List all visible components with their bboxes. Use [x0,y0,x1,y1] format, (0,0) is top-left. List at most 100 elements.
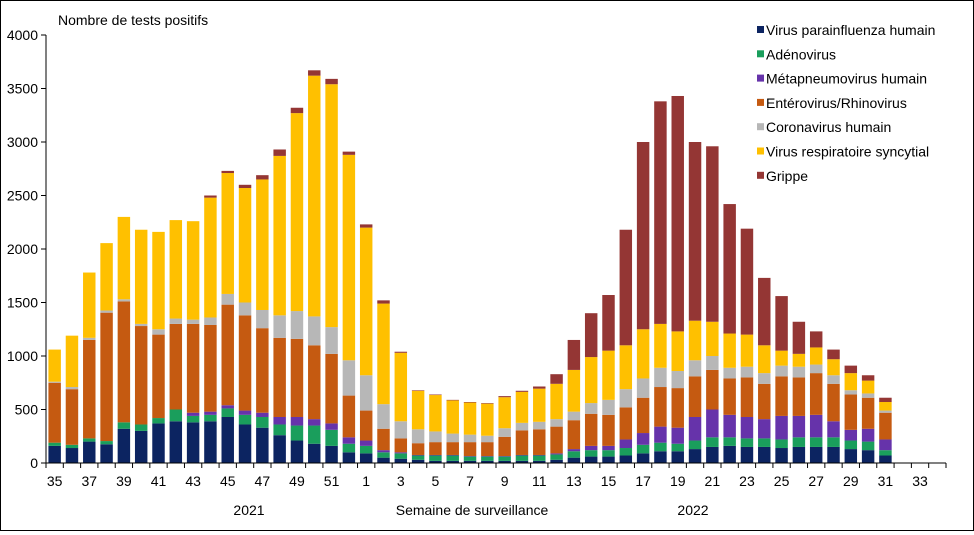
bar-segment [65,389,79,445]
bar-segment [117,428,131,463]
bar-segment [186,323,200,413]
bar-segment [186,319,200,324]
x-tick-label: 35 [47,473,63,489]
bar-segment [290,107,304,114]
bar-segment [879,402,892,411]
bar-segment [83,441,96,463]
bar-segment [169,220,183,319]
bar-segment [134,424,148,431]
bar-segment [861,375,875,381]
bar-segment [550,419,563,427]
bar-segment [48,349,61,382]
bar-segment [654,451,667,463]
bar-segment [117,301,131,423]
bar-segment [134,229,148,324]
bar-segment [238,188,252,303]
bar-segment [602,399,615,415]
bar-segment [619,455,633,463]
bar-segment [463,402,477,435]
bar-segment [688,320,702,361]
bar-segment [809,437,823,447]
bar-segment [238,414,252,425]
bar-segment [515,454,529,456]
bar-segment [792,366,806,378]
bar-segment [411,454,425,456]
bar-segment [827,349,840,360]
legend-swatch [757,26,764,33]
bar-segment [636,378,650,398]
bar-segment [394,351,408,353]
bar-segment [359,375,373,411]
bar-segment [186,422,200,463]
bar-segment [429,395,442,432]
bar-segment [429,454,442,456]
bar-segment [481,460,494,463]
x-tick-label: 17 [635,473,651,489]
bar-segment [584,456,598,463]
legend-label: Virus respiratoire syncytial [766,144,929,160]
bar-segment [342,437,356,444]
bar-segment [636,453,650,463]
x-axis-title: Semaine de surveillance [396,502,549,518]
bar-segment [221,408,234,417]
bar-segment [463,460,477,463]
bar-segment [550,459,563,463]
bar-segment [446,400,459,434]
bar-segment [861,393,875,398]
bar-segment [221,416,234,463]
bar-segment [117,216,131,300]
bar-segment [308,345,321,420]
bar-segment [290,416,304,426]
bar-segment [723,333,736,368]
bar-segment [567,420,581,450]
bar-segment [775,296,788,351]
bar-segment [100,243,113,311]
bar-segment [377,300,390,304]
bar-segment [342,443,356,453]
bar-segment [204,195,217,198]
bar-segment [152,334,165,419]
bar-segment [636,397,650,434]
bar-segment [671,427,684,444]
bar-segment [792,415,806,438]
bar-segment [671,451,684,463]
bar-segment [584,450,598,457]
bar-segment [602,350,615,400]
bar-segment [238,315,252,411]
bar-segment [809,414,823,438]
bar-segment [186,221,200,320]
bar-segment [498,428,511,437]
bar-segment [550,383,563,420]
bar-segment [792,353,806,367]
bar-segment [533,454,546,456]
bar-segment [533,429,546,455]
legend-swatch [757,171,764,179]
bar-segment [204,411,217,415]
bar-segment [775,350,788,366]
x-tick-label: 51 [324,473,340,489]
bar-segment [740,366,754,378]
bar-segment [463,434,477,443]
y-tick-label: 4000 [7,27,38,43]
bar-segment [186,415,200,423]
bar-segment [654,367,667,388]
bar-segment [273,337,286,417]
x-tick-label: 37 [81,473,97,489]
bar-segment [567,369,581,412]
x-tick-label: 45 [220,473,236,489]
bar-segment [152,231,165,330]
legend-label: Entérovirus/Rhinovirus [766,95,907,111]
bar-segment [861,397,875,429]
x-tick-label: 25 [774,473,790,489]
bar-segment [394,421,408,439]
bar-segment [411,459,425,463]
bar-segment [861,380,875,394]
bar-segment [117,299,131,302]
bar-segment [775,365,788,377]
bar-segment [342,360,356,396]
bar-segment [498,460,511,463]
bar-segment [308,75,321,317]
x-tick-label: 49 [289,473,305,489]
bar-segment [879,410,892,413]
